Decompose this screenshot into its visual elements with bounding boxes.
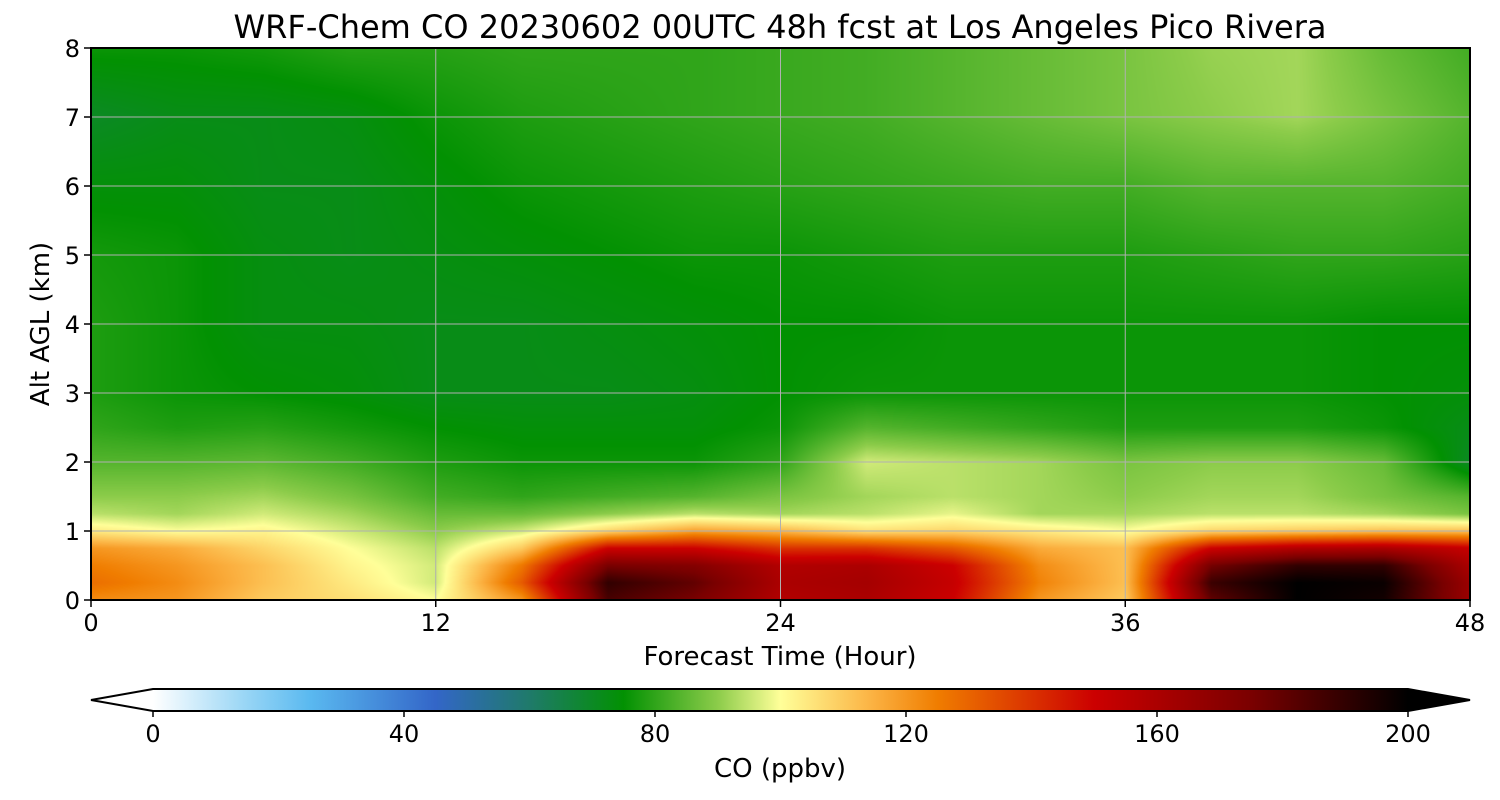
colorbar-tick-label: 40: [389, 720, 420, 748]
x-tick-label: 48: [1455, 609, 1486, 637]
x-tick-label: 24: [765, 609, 796, 637]
y-tick-label: 0: [65, 587, 80, 615]
colorbar-tick-label: 0: [145, 720, 160, 748]
colorbar-tick-label: 160: [1134, 720, 1180, 748]
x-tick-label: 0: [83, 609, 98, 637]
y-axis-label: Alt AGL (km): [26, 242, 56, 406]
y-axis: 0 1 2 3 4 5 6 7 8: [65, 35, 91, 615]
colorbar: 0 40 80 120 160 200: [90, 688, 1471, 748]
x-tick-label: 36: [1110, 609, 1141, 637]
y-tick-label: 3: [65, 380, 80, 408]
colorbar-min-extension: [91, 689, 153, 711]
y-tick-label: 6: [65, 173, 80, 201]
colorbar-tick-label: 80: [640, 720, 671, 748]
colorbar-tick-label: 120: [883, 720, 929, 748]
chart-title: WRF-Chem CO 20230602 00UTC 48h fcst at L…: [234, 8, 1327, 46]
colorbar-label: CO (ppbv): [714, 754, 846, 784]
y-tick-label: 5: [65, 242, 80, 270]
plot-area: [90, 47, 1471, 601]
y-tick-label: 4: [65, 311, 80, 339]
colorbar-max-extension: [1408, 689, 1470, 711]
x-axis: 0 12 24 36 48: [83, 600, 1485, 637]
grid-lines: [91, 48, 1470, 600]
colorbar-tick-label: 200: [1385, 720, 1431, 748]
colorbar-ticks: 0 40 80 120 160 200: [145, 711, 1431, 748]
x-axis-label: Forecast Time (Hour): [643, 642, 916, 672]
y-tick-label: 7: [65, 104, 80, 132]
x-tick-label: 12: [420, 609, 451, 637]
y-tick-label: 8: [65, 35, 80, 63]
y-tick-label: 2: [65, 449, 80, 477]
colorbar-gradient: [153, 689, 1408, 711]
y-tick-label: 1: [65, 518, 80, 546]
